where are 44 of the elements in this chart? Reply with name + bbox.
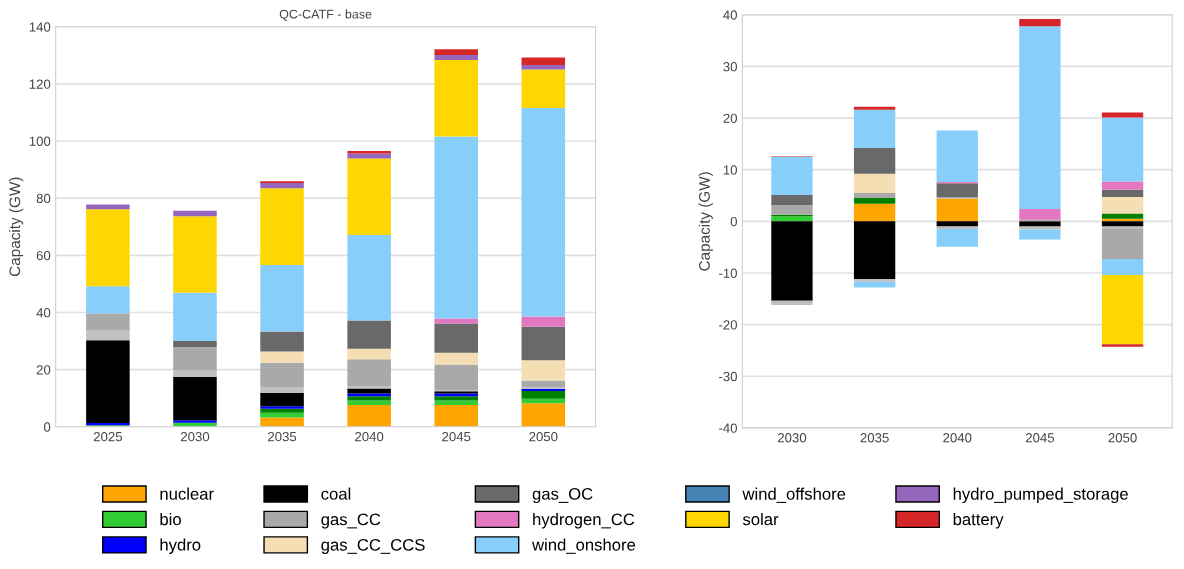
legend-label: nuclear — [160, 487, 214, 500]
y-tick-label: 20 — [723, 113, 737, 123]
x-tick-label: 2045 — [442, 431, 471, 442]
x-tick-label: 2045 — [1025, 433, 1055, 443]
x-tick-label: 2050 — [529, 431, 558, 442]
y-tick-label: -30 — [719, 371, 737, 382]
legend-label: wind_offshore — [742, 487, 846, 503]
y-tick-label: 0 — [43, 422, 51, 432]
y-tick-label: -40 — [719, 423, 737, 433]
x-tick-label: 2035 — [268, 431, 297, 442]
x-tick-label: 2025 — [93, 431, 123, 442]
legend-label: gas_CC_CCS — [321, 538, 425, 554]
y-axis-title: Capacity (GW) — [8, 177, 24, 277]
x-tick-label: 2050 — [1108, 433, 1137, 443]
legend-label: battery — [953, 513, 1004, 529]
y-tick-label: 60 — [36, 250, 51, 261]
y-tick-label: 100 — [29, 136, 51, 146]
x-tick-label: 2040 — [355, 431, 384, 442]
legend-label: hydro — [160, 538, 201, 554]
y-axis-title: Capacity (GW) — [698, 172, 713, 271]
legend-label: solar — [742, 513, 779, 526]
x-tick-label: 2030 — [180, 431, 210, 442]
legend-label: coal — [321, 487, 351, 500]
y-tick-label: 30 — [723, 62, 737, 72]
x-tick-label: 2040 — [943, 433, 972, 443]
legend-label: hydrogen_CC — [533, 513, 635, 529]
y-tick-label: 140 — [29, 22, 51, 32]
y-tick-label: 40 — [723, 10, 737, 20]
y-tick-label: 40 — [36, 308, 51, 318]
y-tick-label: -10 — [719, 268, 737, 278]
legend-label: gas_OC — [532, 487, 593, 504]
y-tick-label: 80 — [36, 193, 51, 204]
y-tick-label: 10 — [723, 165, 737, 175]
y-tick-label: 120 — [29, 79, 51, 89]
x-tick-label: 2030 — [777, 433, 807, 443]
legend-label: wind_onshore — [532, 538, 636, 554]
legend-label: gas_CC — [321, 513, 381, 529]
legend-label: hydro_pumped_storage — [953, 487, 1128, 504]
x-tick-label: 2035 — [860, 433, 889, 443]
y-tick-label: 0 — [730, 216, 737, 227]
legend-label: bio — [160, 513, 181, 526]
chart-title: QC-CATF - base — [279, 9, 372, 21]
y-tick-label: 20 — [36, 365, 51, 375]
y-tick-label: -20 — [719, 320, 737, 330]
